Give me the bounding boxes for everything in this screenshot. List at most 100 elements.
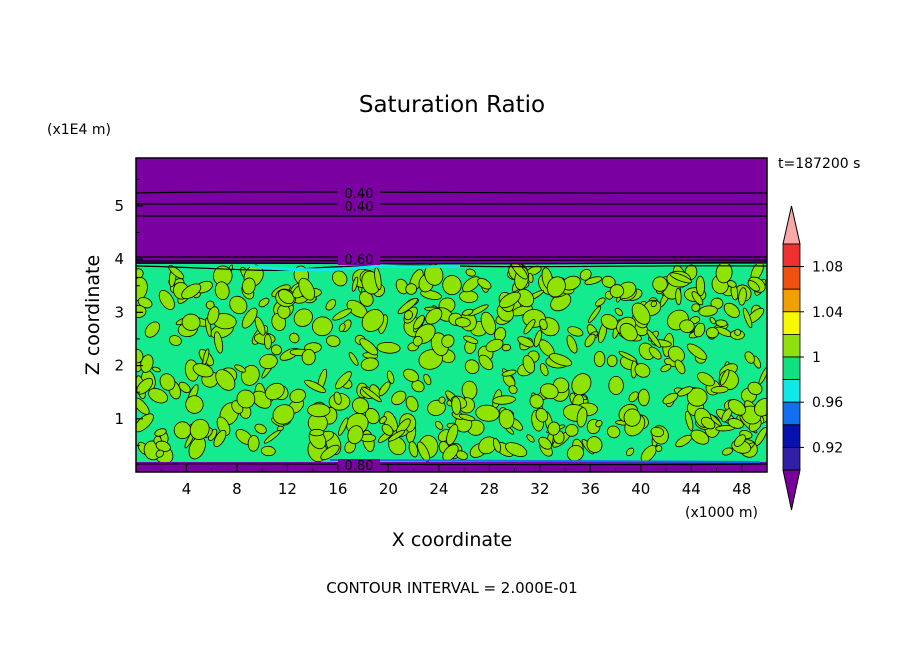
moist-cell bbox=[462, 276, 481, 293]
moist-cell bbox=[454, 317, 471, 328]
moist-cell bbox=[517, 336, 534, 348]
dry-upper-layer bbox=[136, 158, 767, 264]
moist-cell bbox=[264, 382, 285, 401]
moist-cell bbox=[386, 370, 395, 384]
moist-cell bbox=[338, 323, 346, 332]
moist-cell bbox=[417, 441, 431, 463]
moist-cell bbox=[320, 444, 340, 461]
moist-cell bbox=[185, 395, 204, 414]
moist-cell bbox=[178, 381, 191, 394]
moist-cell bbox=[338, 417, 349, 436]
moist-cell bbox=[215, 369, 236, 391]
moist-cell bbox=[722, 447, 733, 456]
contour-label-bg-2 bbox=[338, 251, 380, 265]
x-axis-label: X coordinate bbox=[392, 529, 512, 551]
moist-cell bbox=[158, 289, 175, 311]
moist-cell bbox=[154, 428, 167, 437]
moist-cell bbox=[744, 351, 755, 364]
moist-cell bbox=[584, 333, 596, 348]
moist-cell bbox=[260, 445, 276, 457]
y-tick-label: 3 bbox=[114, 303, 124, 321]
moist-cell bbox=[674, 359, 686, 375]
moist-cell bbox=[498, 408, 515, 429]
y-axis: 1 2 3 4 5 bbox=[114, 178, 143, 446]
colorbar-tick-label: 1.08 bbox=[812, 260, 843, 276]
moist-cell bbox=[332, 308, 352, 321]
x-tick-label: 44 bbox=[682, 480, 701, 498]
moist-cell bbox=[258, 297, 270, 308]
moist-cell bbox=[601, 275, 616, 288]
moist-cell bbox=[586, 436, 603, 453]
x-tick-label: 48 bbox=[732, 480, 751, 498]
moist-cell bbox=[325, 299, 337, 311]
moist-cell bbox=[523, 319, 536, 335]
moist-cell bbox=[213, 331, 224, 354]
moist-cell bbox=[205, 300, 215, 310]
moist-cell bbox=[352, 397, 369, 415]
moist-cell bbox=[492, 395, 516, 405]
moist-cell bbox=[293, 308, 313, 327]
moist-cell bbox=[136, 397, 150, 415]
moist-cell bbox=[478, 354, 494, 371]
moist-cell bbox=[451, 396, 462, 415]
moist-cell bbox=[584, 276, 603, 285]
moist-cell bbox=[351, 276, 359, 292]
contour-label: 0.60 bbox=[345, 253, 374, 268]
x-tick-label: 28 bbox=[480, 480, 499, 498]
moist-cell bbox=[298, 277, 316, 301]
moist-cell bbox=[691, 303, 701, 312]
contour-line-inversion-2 bbox=[136, 259, 767, 262]
moist-cell bbox=[403, 368, 419, 383]
moist-cell bbox=[625, 447, 635, 457]
moist-cell bbox=[465, 268, 476, 277]
moist-cell bbox=[579, 268, 592, 281]
moist-cell bbox=[669, 272, 693, 284]
moist-cell bbox=[533, 330, 543, 348]
moist-cell bbox=[726, 280, 737, 288]
moist-cell bbox=[492, 438, 502, 453]
colorbar-tick-label: 0.96 bbox=[812, 395, 843, 411]
colorbar-band bbox=[782, 424, 801, 448]
moist-cell bbox=[516, 288, 535, 308]
moist-cell bbox=[216, 416, 231, 436]
moist-cell bbox=[628, 391, 639, 403]
moist-cell bbox=[477, 277, 492, 290]
moist-cell bbox=[348, 352, 359, 366]
moist-cell bbox=[213, 429, 227, 448]
x-tick-label: 8 bbox=[232, 480, 242, 498]
mixed-layer-top-edge bbox=[249, 264, 761, 463]
moist-cell bbox=[727, 399, 746, 416]
moist-cell bbox=[539, 318, 548, 331]
moist-cell bbox=[263, 429, 281, 444]
moist-cell bbox=[595, 419, 603, 428]
colorbar-tick-label: 1 bbox=[812, 350, 821, 366]
moist-cell bbox=[539, 383, 559, 400]
moist-cell bbox=[475, 404, 500, 422]
colorbar-band bbox=[782, 356, 801, 381]
moist-cell bbox=[347, 425, 364, 445]
moist-cell bbox=[423, 373, 432, 386]
moist-cell bbox=[312, 316, 333, 337]
moist-cell bbox=[686, 343, 708, 360]
x-unit-label: (x1000 m) bbox=[685, 505, 758, 521]
x-tick-label: 20 bbox=[379, 480, 398, 498]
moist-cell bbox=[508, 385, 518, 394]
contour-label: 0.40 bbox=[345, 187, 374, 202]
moist-cell bbox=[169, 335, 182, 346]
y-tick-label: 1 bbox=[114, 410, 124, 428]
moist-cell bbox=[747, 381, 763, 396]
moist-cell bbox=[360, 357, 379, 371]
contour-line-inversion-1 bbox=[136, 256, 767, 258]
colorbar-band bbox=[782, 401, 801, 426]
moist-cell bbox=[152, 366, 161, 373]
moist-cell bbox=[136, 304, 147, 319]
moist-cell bbox=[634, 363, 651, 378]
y-tick-label: 2 bbox=[114, 357, 124, 375]
moist-cell bbox=[411, 380, 425, 393]
moist-cell bbox=[159, 373, 176, 391]
moist-cell bbox=[675, 434, 693, 448]
moist-cell bbox=[335, 371, 352, 390]
moist-cell bbox=[619, 322, 638, 342]
plot-area: 0.40 0.40 0.60 0.80 bbox=[136, 158, 767, 472]
moist-cell bbox=[168, 265, 185, 280]
